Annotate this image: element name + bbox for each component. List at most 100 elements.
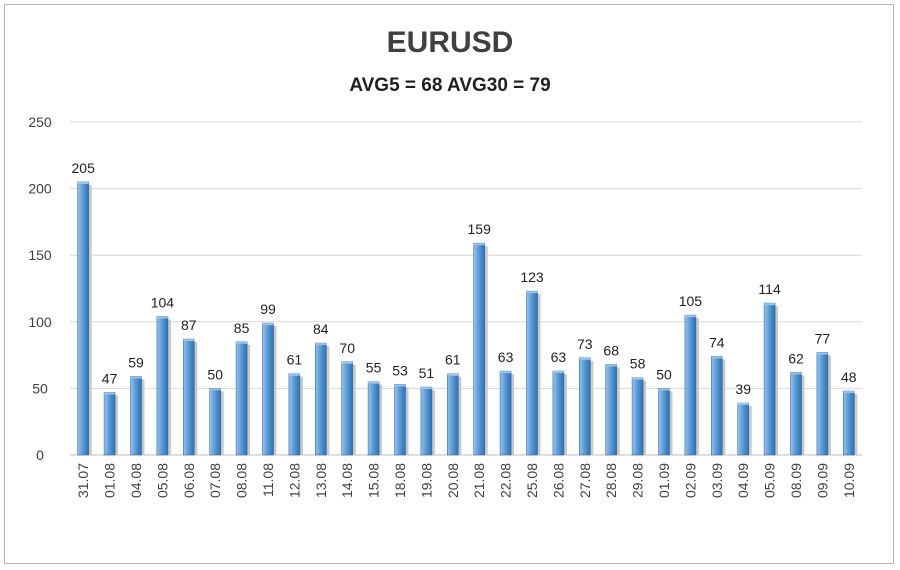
bar xyxy=(183,338,195,456)
x-tick-label: 01.08 xyxy=(102,463,118,498)
data-label: 105 xyxy=(679,293,703,309)
bar-cap xyxy=(473,243,485,246)
bar-cap xyxy=(236,341,248,344)
x-tick-label: 26.08 xyxy=(550,463,566,498)
x-tick-label: 21.08 xyxy=(471,463,487,498)
data-label: 62 xyxy=(788,350,804,366)
bar-cap xyxy=(77,181,89,184)
x-tick-label: 02.09 xyxy=(682,463,698,498)
bar-cap xyxy=(658,388,670,391)
x-axis-ticks: 31.07 01.08 04.08 05.08 06.08 07.08 08.08 11.08… xyxy=(75,463,857,498)
bar xyxy=(578,357,591,456)
y-axis-ticks: 0 50 100 150 200 250 xyxy=(28,114,52,463)
bar xyxy=(314,342,327,456)
x-tick-label: 11.08 xyxy=(260,463,276,497)
data-label: 53 xyxy=(392,362,408,378)
bar-cap xyxy=(579,357,591,360)
gridlines xyxy=(70,121,862,456)
x-tick-label: 07.08 xyxy=(207,463,223,498)
bar-cap xyxy=(262,323,274,326)
y-tick-label: 50 xyxy=(32,380,48,396)
bar xyxy=(552,370,565,456)
bar xyxy=(394,384,406,456)
bar xyxy=(658,388,670,456)
bar-cap xyxy=(500,371,512,374)
bar-cap xyxy=(526,291,538,294)
bar xyxy=(631,377,644,456)
x-tick-label: 20.08 xyxy=(445,463,461,498)
bar xyxy=(763,302,776,456)
x-tick-label: 04.08 xyxy=(128,463,144,498)
bar-cap xyxy=(816,352,828,355)
chart-subtitle: AVG5 = 68 AVG30 = 79 xyxy=(349,75,551,96)
bar xyxy=(737,402,750,456)
bar-cap xyxy=(209,388,221,391)
y-tick-label: 100 xyxy=(28,314,52,330)
bar xyxy=(209,388,221,456)
bar xyxy=(473,242,486,456)
data-label: 114 xyxy=(758,281,781,297)
data-label: 85 xyxy=(234,320,250,336)
bar xyxy=(816,352,829,456)
bar xyxy=(710,356,723,456)
bar-cap xyxy=(420,387,432,390)
bar xyxy=(446,373,459,456)
bar-cap xyxy=(737,403,749,406)
bar-cap xyxy=(288,373,300,376)
bar-cap xyxy=(632,377,644,380)
bar-cap xyxy=(790,372,802,375)
bar xyxy=(235,341,248,456)
data-label: 47 xyxy=(102,370,118,386)
data-label: 50 xyxy=(656,366,672,382)
data-label: 63 xyxy=(498,349,514,365)
x-tick-label: 04.09 xyxy=(735,463,751,498)
bar-cap xyxy=(552,371,564,374)
bar xyxy=(526,290,538,456)
x-tick-label: 27.08 xyxy=(577,463,593,498)
bar-cap xyxy=(605,364,617,367)
data-label: 205 xyxy=(72,160,96,176)
data-label: 61 xyxy=(287,352,303,368)
x-tick-label: 18.08 xyxy=(392,463,408,498)
chart-frame xyxy=(4,4,894,564)
bar xyxy=(605,364,618,456)
data-label: 59 xyxy=(128,354,144,370)
data-label: 159 xyxy=(468,221,492,237)
data-label: 50 xyxy=(207,366,223,382)
bar xyxy=(77,181,89,456)
bar xyxy=(288,373,301,456)
bar xyxy=(156,316,169,456)
data-label: 77 xyxy=(815,330,831,346)
y-tick-label: 150 xyxy=(28,247,52,263)
x-tick-label: 15.08 xyxy=(366,463,382,498)
data-label: 68 xyxy=(603,342,619,358)
y-tick-label: 200 xyxy=(28,181,52,197)
data-label: 87 xyxy=(181,317,197,333)
data-label: 51 xyxy=(419,365,435,381)
bar xyxy=(499,370,512,456)
bar xyxy=(420,386,433,456)
x-tick-label: 29.08 xyxy=(630,463,646,498)
x-tick-label: 25.08 xyxy=(524,463,540,498)
bar-cap xyxy=(711,356,723,359)
data-label: 74 xyxy=(709,334,725,350)
bar-cap xyxy=(104,392,116,395)
bar-cap xyxy=(447,373,459,376)
x-tick-label: 06.08 xyxy=(181,463,197,498)
x-tick-label: 31.07 xyxy=(75,463,91,498)
x-tick-label: 09.09 xyxy=(814,463,830,498)
x-tick-label: 22.08 xyxy=(498,463,514,498)
data-label: 123 xyxy=(520,269,544,285)
bar xyxy=(790,372,802,456)
bar-cap xyxy=(315,343,327,346)
x-tick-label: 13.08 xyxy=(313,463,329,498)
x-tick-label: 08.08 xyxy=(234,463,250,498)
x-tick-label: 28.08 xyxy=(603,463,619,498)
bar xyxy=(684,314,697,456)
bar-cap xyxy=(156,316,168,319)
x-tick-label: 08.09 xyxy=(788,463,804,498)
bars xyxy=(77,181,858,456)
bar-cap xyxy=(843,391,855,394)
data-label: 61 xyxy=(445,352,461,368)
